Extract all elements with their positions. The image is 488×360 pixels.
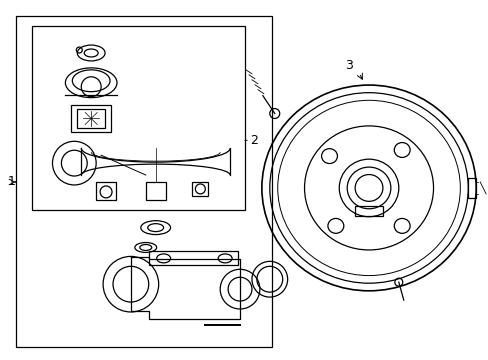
Bar [32,26,244,210]
Bar [77,109,105,129]
Bar [96,182,116,200]
Bar [145,182,165,200]
Bar [468,178,475,198]
Bar [148,251,238,265]
Bar [192,182,208,196]
Text: 1: 1 [8,175,16,189]
Text: 3: 3 [345,59,352,72]
Text: 2: 2 [249,134,257,147]
Bar [354,206,382,216]
Bar [71,105,111,132]
Bar [16,16,271,347]
